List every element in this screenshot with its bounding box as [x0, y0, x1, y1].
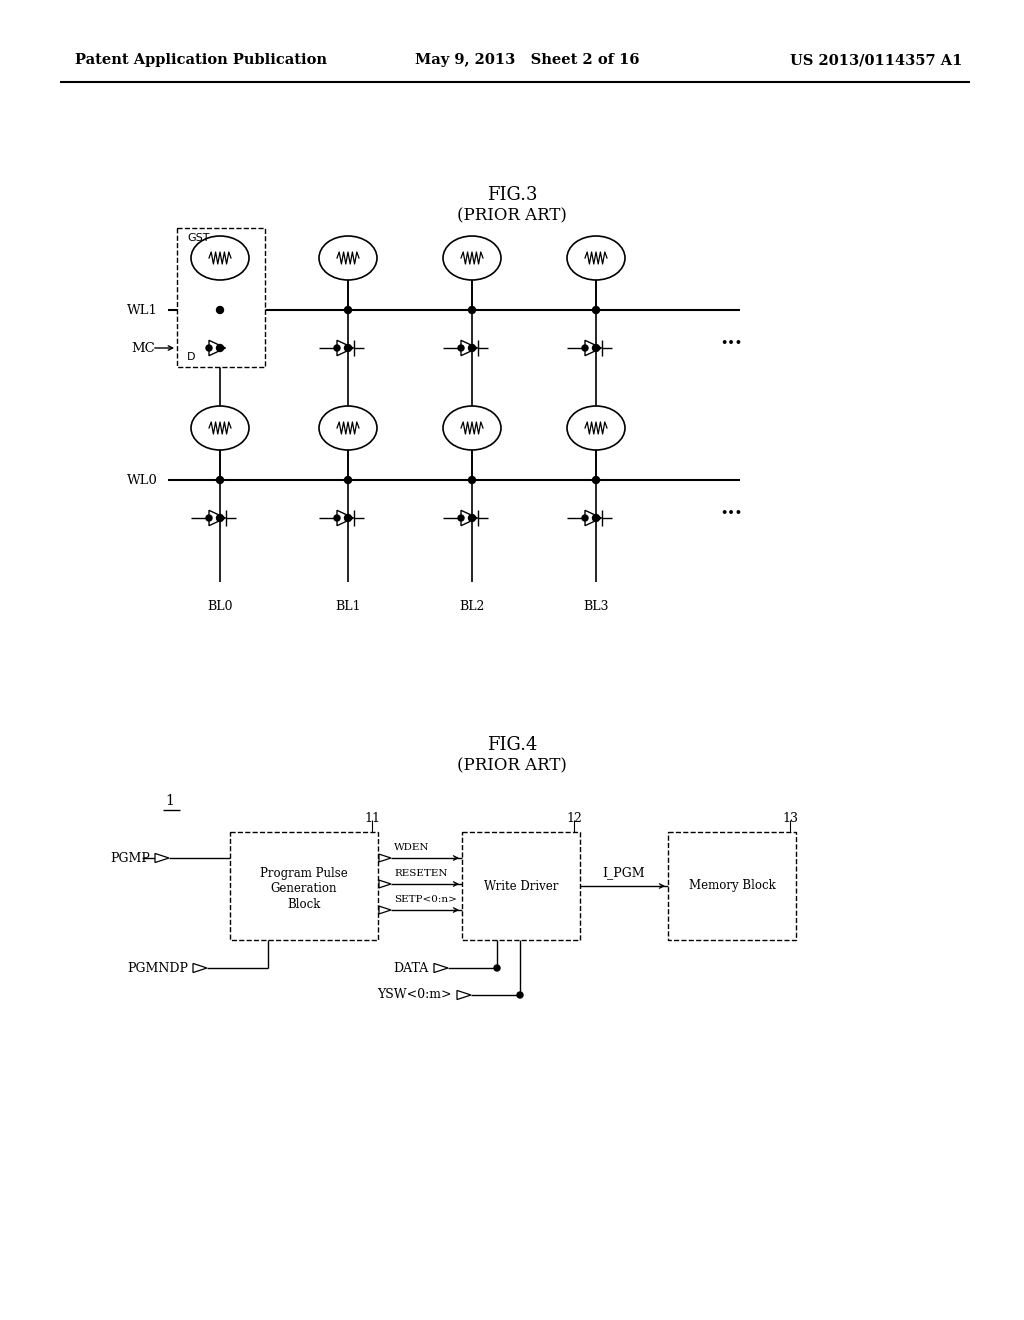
Polygon shape: [585, 511, 601, 525]
Text: DATA: DATA: [394, 961, 429, 974]
Ellipse shape: [443, 407, 501, 450]
Polygon shape: [155, 854, 169, 862]
Bar: [177, 228, 265, 367]
Text: Block: Block: [288, 898, 321, 911]
Text: Patent Application Publication: Patent Application Publication: [75, 53, 327, 67]
Text: ...: ...: [720, 498, 742, 517]
Text: Write Driver: Write Driver: [483, 879, 558, 892]
Text: I_PGM: I_PGM: [603, 866, 645, 879]
Polygon shape: [209, 511, 225, 525]
Text: YSW<0:m>: YSW<0:m>: [378, 989, 452, 1002]
Text: PGMP: PGMP: [111, 851, 150, 865]
Polygon shape: [209, 341, 225, 355]
Polygon shape: [434, 964, 449, 973]
Circle shape: [593, 477, 599, 483]
Text: Generation: Generation: [270, 883, 337, 895]
Text: Program Pulse: Program Pulse: [260, 867, 348, 880]
Text: PGMNDP: PGMNDP: [127, 961, 188, 974]
Ellipse shape: [191, 236, 249, 280]
Polygon shape: [379, 854, 391, 862]
Polygon shape: [337, 511, 353, 525]
Circle shape: [344, 515, 351, 521]
Text: 12: 12: [566, 812, 582, 825]
Text: WDEN: WDEN: [394, 843, 429, 851]
Text: BL1: BL1: [335, 601, 360, 612]
Polygon shape: [457, 990, 471, 999]
Circle shape: [344, 306, 351, 314]
Text: (PRIOR ART): (PRIOR ART): [457, 207, 567, 224]
Circle shape: [582, 515, 588, 521]
Ellipse shape: [443, 236, 501, 280]
Polygon shape: [585, 341, 601, 355]
Circle shape: [206, 515, 212, 521]
Text: 11: 11: [364, 812, 380, 825]
Circle shape: [344, 477, 351, 483]
Bar: [230, 832, 378, 940]
Text: FIG.3: FIG.3: [486, 186, 538, 205]
Text: Memory Block: Memory Block: [688, 879, 775, 892]
Circle shape: [582, 345, 588, 351]
Text: •: •: [591, 239, 601, 257]
Polygon shape: [379, 880, 391, 888]
Polygon shape: [461, 511, 477, 525]
Circle shape: [344, 345, 351, 351]
Polygon shape: [461, 341, 477, 355]
Ellipse shape: [319, 407, 377, 450]
Circle shape: [517, 993, 523, 998]
Text: •: •: [467, 239, 477, 257]
Text: (PRIOR ART): (PRIOR ART): [457, 758, 567, 775]
Circle shape: [593, 345, 599, 351]
Text: •: •: [343, 239, 353, 257]
Text: WL1: WL1: [127, 304, 158, 317]
Text: BL3: BL3: [584, 601, 608, 612]
Text: D: D: [187, 352, 196, 362]
Ellipse shape: [567, 407, 625, 450]
Bar: [668, 832, 796, 940]
Circle shape: [593, 306, 599, 314]
Circle shape: [469, 306, 475, 314]
Text: MC: MC: [131, 342, 155, 355]
Circle shape: [334, 345, 340, 351]
Circle shape: [458, 345, 464, 351]
Circle shape: [216, 306, 223, 314]
Ellipse shape: [319, 236, 377, 280]
Text: May 9, 2013   Sheet 2 of 16: May 9, 2013 Sheet 2 of 16: [415, 53, 640, 67]
Bar: [462, 832, 580, 940]
Ellipse shape: [567, 236, 625, 280]
Text: RESETEN: RESETEN: [394, 869, 447, 878]
Text: GST: GST: [187, 234, 210, 243]
Polygon shape: [337, 341, 353, 355]
Circle shape: [469, 477, 475, 483]
Circle shape: [458, 515, 464, 521]
Circle shape: [494, 965, 500, 972]
Circle shape: [206, 345, 212, 351]
Circle shape: [469, 345, 475, 351]
Text: WL0: WL0: [127, 474, 158, 487]
Text: US 2013/0114357 A1: US 2013/0114357 A1: [790, 53, 963, 67]
Text: 1: 1: [165, 795, 174, 808]
Text: BL2: BL2: [460, 601, 484, 612]
Text: SETP<0:n>: SETP<0:n>: [394, 895, 457, 904]
Text: BL0: BL0: [207, 601, 232, 612]
Text: •: •: [215, 239, 225, 257]
Text: 13: 13: [782, 812, 798, 825]
Circle shape: [216, 477, 223, 483]
Circle shape: [593, 515, 599, 521]
Text: ...: ...: [720, 327, 742, 348]
Circle shape: [216, 345, 223, 351]
Circle shape: [216, 515, 223, 521]
Circle shape: [334, 515, 340, 521]
Ellipse shape: [191, 407, 249, 450]
Polygon shape: [193, 964, 207, 973]
Polygon shape: [379, 906, 391, 913]
Text: FIG.4: FIG.4: [486, 737, 538, 754]
Circle shape: [469, 515, 475, 521]
